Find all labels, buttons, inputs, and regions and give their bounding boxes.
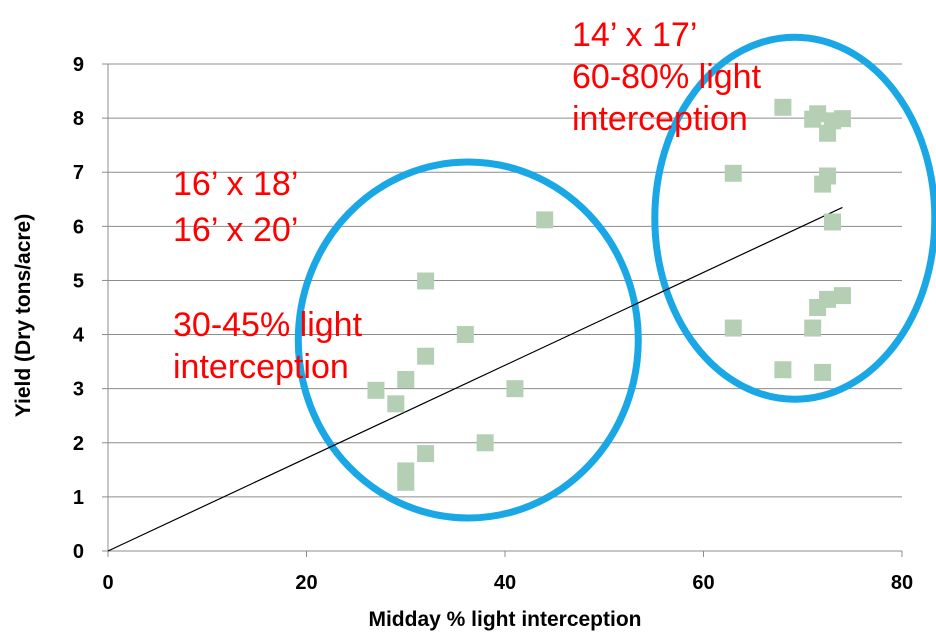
data-point bbox=[397, 370, 415, 388]
data-point bbox=[774, 361, 792, 379]
data-point bbox=[833, 287, 851, 305]
cluster-ellipses bbox=[294, 33, 936, 522]
y-tick-label: 8 bbox=[73, 108, 84, 130]
annotation-line: interception bbox=[173, 348, 349, 386]
x-axis-title: Midday % light interception bbox=[368, 608, 641, 631]
data-point bbox=[774, 98, 792, 116]
y-tick-label: 1 bbox=[73, 487, 84, 509]
y-tick-label: 2 bbox=[73, 433, 84, 455]
y-tick-label: 0 bbox=[73, 541, 84, 563]
annotation-line: 30-45% light bbox=[173, 306, 363, 344]
x-tick-label: 80 bbox=[891, 572, 913, 594]
annotation-line: 16’ x 20’ bbox=[173, 211, 298, 249]
data-point bbox=[367, 381, 385, 399]
data-point bbox=[804, 319, 822, 337]
annotations: 14’ x 17’ 60-80% light interception 16’ x 1… bbox=[173, 16, 762, 386]
cluster-ellipse-low bbox=[294, 158, 642, 522]
data-point bbox=[536, 211, 554, 229]
y-tick-label: 5 bbox=[73, 270, 84, 292]
data-point bbox=[397, 473, 415, 491]
x-tick-label: 0 bbox=[102, 572, 113, 594]
y-tick-label: 6 bbox=[73, 216, 84, 238]
x-tick-label: 20 bbox=[295, 572, 317, 594]
data-point bbox=[814, 363, 832, 381]
gridlines bbox=[108, 63, 902, 498]
data-point bbox=[819, 167, 837, 185]
tick-labels: 0 20 40 60 80 0 1 2 3 4 5 6 7 8 9 bbox=[73, 54, 913, 594]
data-point bbox=[506, 380, 524, 398]
y-tick-label: 4 bbox=[73, 325, 85, 347]
trendline-group bbox=[107, 206, 843, 552]
data-points bbox=[367, 98, 851, 491]
data-point bbox=[724, 319, 742, 337]
data-point bbox=[456, 326, 474, 344]
x-tick-label: 40 bbox=[494, 572, 516, 594]
y-axis-title: Yield (Dry tons/acre) bbox=[12, 214, 35, 417]
data-point bbox=[417, 272, 435, 290]
data-point bbox=[824, 213, 842, 231]
axes bbox=[102, 63, 903, 557]
annotation-line: 16’ x 18’ bbox=[173, 165, 298, 203]
y-tick-label: 3 bbox=[73, 379, 84, 401]
cluster-ellipse-high bbox=[651, 33, 936, 403]
annotation-line: 60-80% light bbox=[572, 58, 762, 96]
annotation-line: 14’ x 17’ bbox=[572, 16, 697, 54]
data-point bbox=[833, 110, 851, 128]
annotation-line: interception bbox=[572, 100, 748, 138]
data-point bbox=[724, 164, 742, 182]
data-point bbox=[387, 395, 405, 413]
x-tick-label: 60 bbox=[692, 572, 714, 594]
y-tick-label: 7 bbox=[73, 162, 84, 184]
y-tick-label: 9 bbox=[73, 54, 84, 76]
data-point bbox=[417, 445, 435, 463]
data-point bbox=[476, 434, 494, 452]
trendline bbox=[107, 206, 843, 552]
data-point bbox=[809, 105, 827, 123]
data-point bbox=[819, 290, 837, 308]
data-point bbox=[417, 347, 435, 365]
